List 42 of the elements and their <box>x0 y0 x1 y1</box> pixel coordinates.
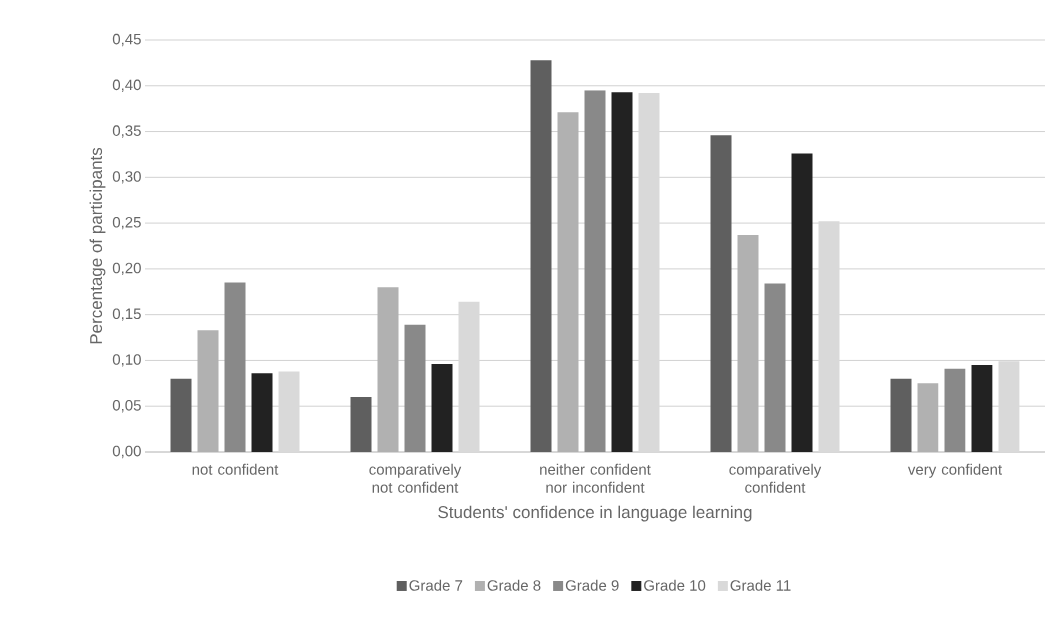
legend-label: Grade 8 <box>487 579 541 591</box>
y-tick-label: 0,15 <box>112 308 141 321</box>
bar <box>557 112 579 452</box>
bar <box>251 373 273 452</box>
bar <box>431 364 453 452</box>
y-tick-label: 0,45 <box>112 33 141 47</box>
y-tick-label: 0,35 <box>112 125 141 138</box>
y-axis-title: Percentage of participants <box>89 147 106 344</box>
y-tick-label: 0,05 <box>112 400 141 413</box>
x-tick-label: neither confident nor inconfident <box>540 463 651 493</box>
bar <box>890 378 912 452</box>
bar <box>737 235 759 452</box>
y-tick-label: 0,30 <box>112 171 141 184</box>
y-tick-label: 0,10 <box>112 354 141 367</box>
x-tick-label: very confident <box>907 463 1002 478</box>
legend-label: Grade 11 <box>730 579 791 591</box>
bar <box>611 92 633 452</box>
bar <box>197 330 219 452</box>
bar <box>377 287 399 452</box>
x-tick-label: comparatively confident <box>729 463 822 493</box>
x-tick-label: comparatively not confident <box>369 463 462 493</box>
y-tick-label: 0,00 <box>112 445 141 459</box>
legend-label: Grade 9 <box>565 579 619 591</box>
legend-label: Grade 10 <box>644 579 706 591</box>
bar <box>350 397 372 452</box>
y-tick-label: 0,20 <box>112 262 141 276</box>
y-tick-label: 0,25 <box>112 216 141 230</box>
x-axis-title: Students' confidence in language learning <box>438 505 752 522</box>
bar <box>917 383 939 452</box>
bar <box>791 153 813 452</box>
x-tick-label: not confident <box>192 463 279 475</box>
bar <box>764 283 786 452</box>
bar <box>404 324 426 452</box>
bar <box>944 368 966 452</box>
bar <box>584 90 606 452</box>
bar <box>224 282 246 452</box>
bar <box>971 365 993 452</box>
bar <box>710 135 732 452</box>
bar <box>170 378 192 452</box>
legend-label: Grade 7 <box>409 579 463 591</box>
y-tick-label: 0,40 <box>112 79 141 92</box>
bar <box>530 60 552 452</box>
